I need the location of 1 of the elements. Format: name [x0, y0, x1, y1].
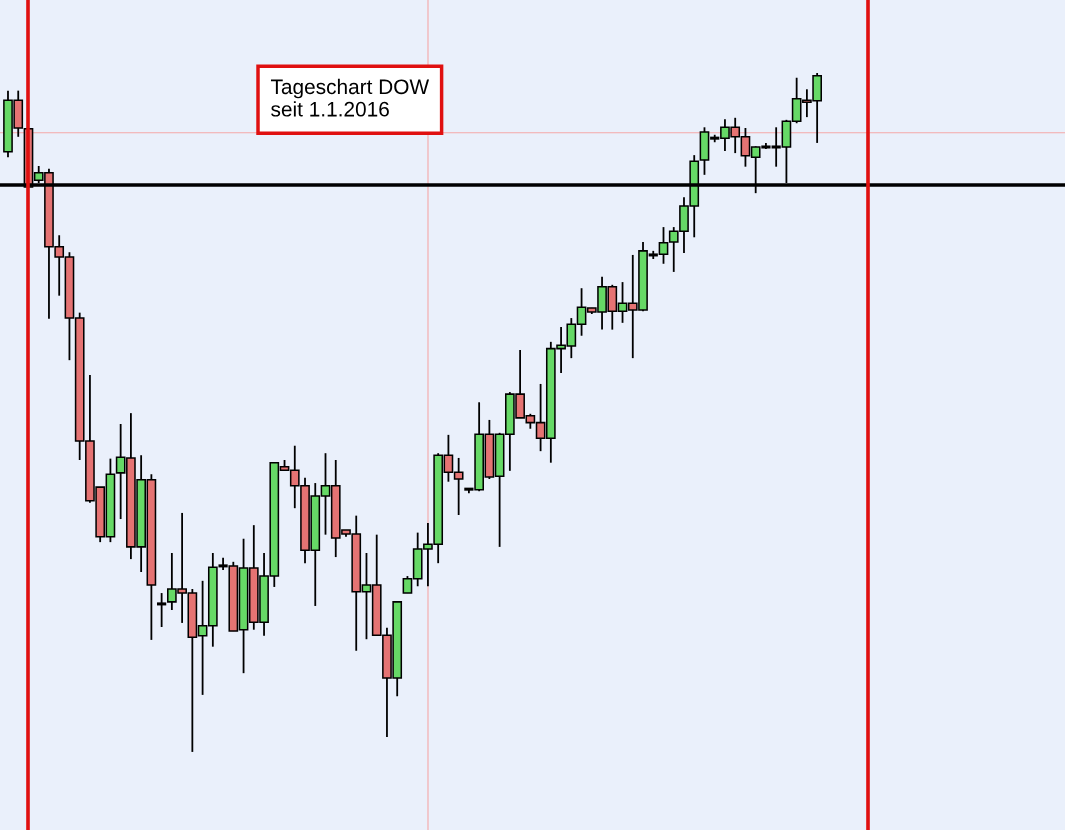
- annotation: Tageschart DOW seit 1.1.2016: [270, 78, 430, 117]
